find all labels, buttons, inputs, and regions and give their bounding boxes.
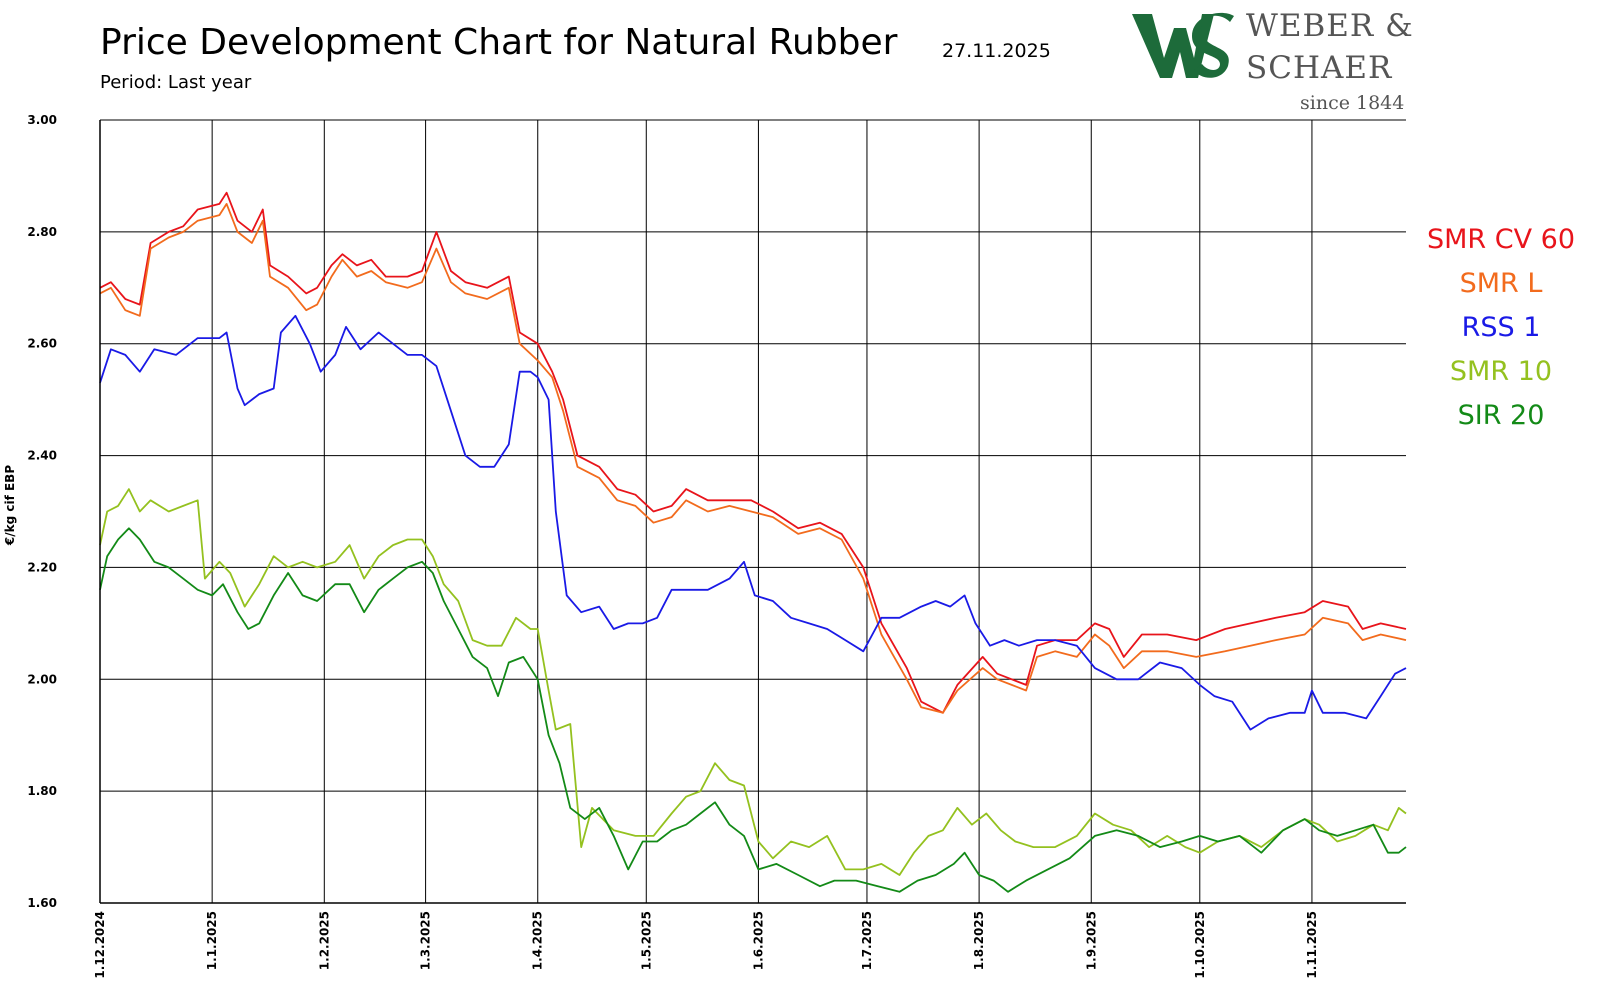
x-tick-label: 1.1.2025	[205, 911, 219, 970]
report-date: 27.11.2025	[942, 40, 1051, 62]
x-tick-label: 1.7.2025	[860, 911, 874, 970]
series-lines	[99, 191, 1407, 893]
series-line-sir-20	[99, 527, 1407, 893]
x-tick-label: 1.6.2025	[751, 911, 765, 970]
x-tick-label: 1.2.2025	[317, 911, 331, 970]
period-label: Period: Last year	[100, 72, 252, 93]
logo-since: since 1844	[1300, 92, 1405, 114]
y-axis-label: €/kg cif EBP	[3, 465, 17, 546]
series-line-smr-10	[99, 488, 1407, 876]
y-tick-label: 1.60	[27, 896, 57, 910]
chart-title: Price Development Chart for Natural Rubb…	[100, 22, 898, 63]
y-tick-label: 2.40	[27, 449, 57, 463]
legend-item-smr-10: SMR 10	[1449, 356, 1553, 387]
legend-item-rss-1: RSS 1	[1461, 312, 1541, 343]
x-tick-label: 1.4.2025	[531, 911, 545, 970]
x-tick-label: 1.3.2025	[419, 911, 433, 970]
y-tick-label: 2.20	[27, 560, 57, 574]
ws-monogram-icon	[1132, 12, 1234, 78]
chart-legend: SMR CV 60 SMR L RSS 1 SMR 10 SIR 20	[1408, 218, 1594, 438]
y-tick-label: 2.80	[27, 225, 57, 239]
legend-item-sir-20: SIR 20	[1457, 400, 1545, 431]
x-tick-label: 1.12.2024	[93, 911, 107, 979]
weber-schaer-logo: WEBER & SCHAER since 1844	[1130, 6, 1413, 118]
x-tick-label: 1.9.2025	[1084, 911, 1098, 970]
y-tick-label: 3.00	[27, 113, 57, 127]
x-tick-label: 1.8.2025	[972, 911, 986, 970]
y-tick-label: 1.80	[27, 784, 57, 798]
legend-item-smr-l: SMR L	[1459, 268, 1543, 299]
y-tick-label: 2.00	[27, 672, 57, 686]
series-line-smr-cv-60	[99, 191, 1407, 714]
chart-axes: 3.00 2.80 2.60 2.40 2.20 2.00 1.80 1.60 1.12.202…	[27, 113, 1406, 979]
x-tick-label: 1.5.2025	[639, 911, 653, 970]
series-line-rss-1	[99, 314, 1407, 731]
series-line-smr-l	[99, 203, 1407, 714]
logo-name-line2: SCHAER	[1246, 50, 1393, 86]
y-tick-label: 2.60	[27, 337, 57, 351]
logo-name-line1: WEBER &	[1246, 8, 1414, 44]
legend-item-smr-cv-60: SMR CV 60	[1426, 224, 1576, 255]
x-tick-label: 1.10.2025	[1193, 911, 1207, 979]
x-tick-label: 1.11.2025	[1305, 911, 1319, 979]
